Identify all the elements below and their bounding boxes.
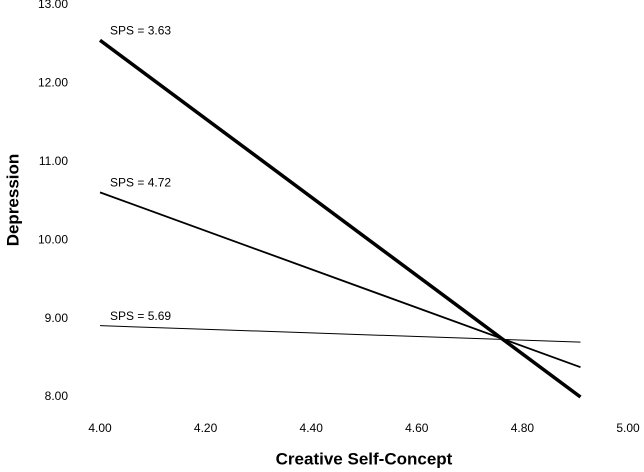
y-tick-label: 12.00: [38, 76, 68, 90]
series-line: [99, 325, 581, 343]
series-label: SPS = 4.72: [110, 176, 171, 190]
x-tick-label: 4.40: [300, 421, 324, 435]
y-axis-title: Depression: [3, 154, 22, 247]
series-line: [99, 191, 581, 369]
x-tick-label: 4.80: [511, 421, 535, 435]
y-tick-label: 10.00: [38, 232, 68, 246]
x-axis-title: Creative Self-Concept: [276, 449, 453, 468]
series-label: SPS = 5.69: [110, 309, 171, 323]
y-tick-label: 9.00: [45, 311, 69, 325]
x-tick-label: 4.60: [405, 421, 429, 435]
x-tick-label: 5.00: [616, 421, 640, 435]
y-tick-label: 13.00: [38, 0, 68, 11]
y-tick-label: 11.00: [39, 154, 68, 168]
series-label: SPS = 3.63: [110, 23, 171, 37]
x-tick-label: 4.20: [194, 421, 218, 435]
x-tick-label: 4.00: [88, 421, 112, 435]
y-tick-label: 8.00: [45, 389, 69, 403]
